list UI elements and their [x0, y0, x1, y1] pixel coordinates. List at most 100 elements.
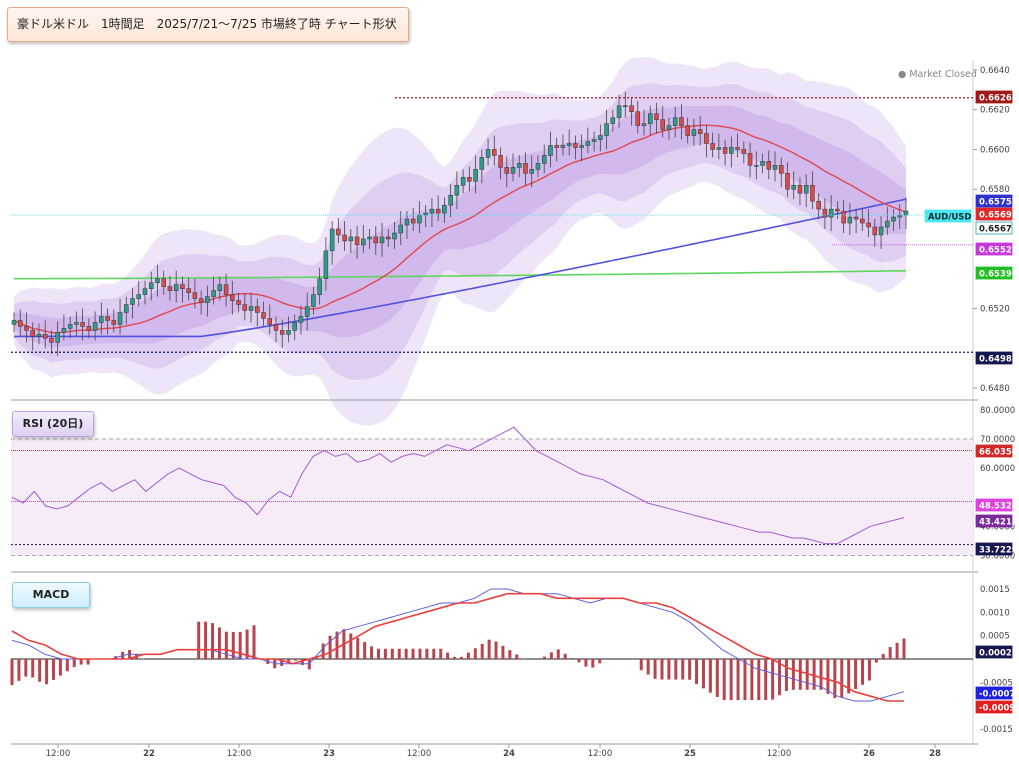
candle [735, 133, 740, 158]
candle [810, 171, 815, 210]
macd-y-tick-label: -0.0005 [980, 678, 1013, 688]
macd-panel-label[interactable]: MACD [12, 582, 90, 608]
candle [124, 296, 129, 325]
macd-histogram-bar [757, 659, 761, 701]
candle [448, 184, 453, 218]
rsi-panel-label[interactable]: RSI (20日) [12, 411, 94, 437]
price-level-label-bg [975, 266, 1013, 280]
candle [660, 105, 665, 138]
candle-body [554, 145, 559, 148]
candle [729, 136, 734, 168]
candle [161, 270, 166, 295]
candle-body [691, 129, 697, 136]
rsi-level-label-bg [975, 498, 1013, 512]
candle [17, 309, 23, 337]
candle-body [560, 145, 566, 148]
candle [529, 155, 534, 188]
rsi-level-label: 33.7229 [979, 546, 1018, 556]
candle-body [261, 312, 266, 319]
macd-histogram-bar [211, 623, 215, 659]
candle-body [716, 147, 722, 150]
candle [173, 270, 179, 303]
candle-body [148, 282, 154, 289]
candle-body [467, 177, 472, 182]
candle [704, 125, 709, 158]
macd-histogram-bar [72, 659, 76, 667]
rsi-level-label: 48.5326 [979, 502, 1018, 512]
candle-body [435, 208, 441, 214]
candle [111, 309, 117, 333]
x-tick-label: 12:00 [767, 749, 792, 759]
macd-histogram-bar [508, 650, 512, 659]
candle-body [573, 143, 578, 148]
candle-body [492, 149, 497, 156]
macd-histogram-bar [812, 659, 816, 690]
chart-title: 豪ドル米ドル 1時間足 2025/7/21〜7/25 市場終了時 チャート形状 [7, 7, 409, 42]
macd-histogram-bar [646, 659, 650, 675]
macd-histogram-bar [459, 656, 463, 659]
candle-body [648, 113, 653, 124]
candle [136, 280, 142, 307]
macd-histogram-bar [31, 659, 35, 678]
macd-histogram-bar [660, 659, 664, 680]
candle-body [585, 141, 591, 146]
macd-histogram-bar [411, 648, 415, 659]
price-y-tick-label: 0.6640 [980, 66, 1010, 76]
candle-body [161, 278, 166, 287]
candle [292, 314, 297, 341]
candle-body [654, 113, 659, 120]
candle-body [760, 161, 765, 166]
macd-histogram-bar [231, 631, 235, 659]
candle-body [130, 298, 135, 305]
candle-body [785, 173, 790, 190]
candle-body [791, 185, 796, 190]
candle [86, 318, 92, 339]
price-level-label: 0.6569 [979, 211, 1012, 221]
x-tick-label: 22 [143, 749, 155, 759]
macd-histogram-bar [363, 642, 367, 659]
candle-body [410, 218, 416, 224]
price-level-label: 0.6552 [979, 246, 1012, 256]
candle-body [198, 298, 204, 303]
candle-body [267, 318, 272, 325]
candle [198, 290, 204, 315]
candle-body [442, 204, 447, 214]
candle [648, 105, 653, 136]
rsi-level-label: 66.0350 [979, 448, 1018, 458]
candle-body [735, 147, 740, 150]
candle-body [386, 236, 391, 240]
candle [641, 109, 647, 136]
candle-body [891, 216, 896, 222]
candlesticks [11, 91, 909, 357]
macd-histogram-bar [591, 659, 595, 668]
candle [205, 285, 210, 317]
candle-body [604, 123, 609, 136]
macd-histogram-bar [577, 659, 581, 663]
price-y-tick-label: 0.6520 [980, 305, 1010, 315]
candle-body [623, 105, 628, 107]
candle [541, 144, 547, 174]
candle [230, 280, 235, 315]
price-level-label: 0.6567 [979, 225, 1012, 235]
candle-body [610, 117, 616, 124]
candle-body [86, 326, 92, 331]
x-tick-label: 12:00 [588, 749, 613, 759]
candle-body [142, 288, 148, 295]
candle-body [641, 123, 647, 126]
candle-body [828, 208, 834, 218]
macd-histogram-bar [729, 659, 733, 701]
candle-body [616, 105, 622, 118]
candle-body [523, 163, 528, 174]
candle [248, 292, 254, 323]
macd-level-label-bg [975, 645, 1013, 659]
macd-histogram-bar [895, 642, 899, 659]
candle-body [778, 165, 784, 174]
macd-histogram-bar [432, 648, 436, 659]
x-tick-label: 12:00 [227, 749, 252, 759]
candle-body [11, 320, 17, 325]
candle-body [541, 155, 547, 164]
macd-histogram-bar [300, 659, 304, 665]
macd-histogram-bar [370, 646, 374, 659]
candle [797, 177, 803, 206]
